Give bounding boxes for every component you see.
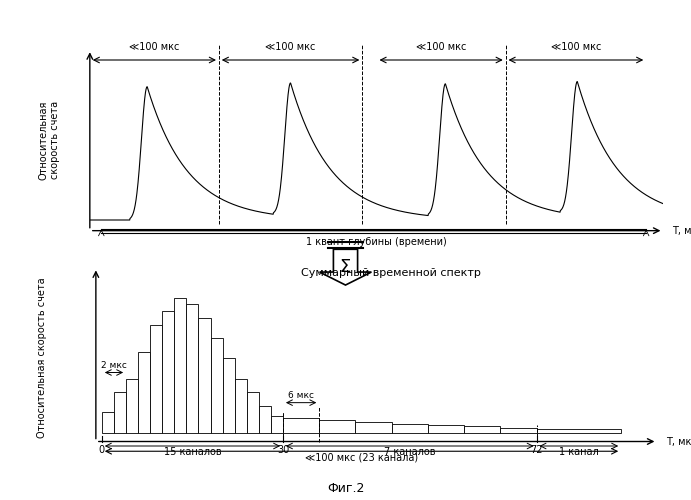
Text: T, мкс: T, мкс [672, 226, 691, 235]
Bar [211, 338, 223, 432]
Text: Относительная скорость счета: Относительная скорость счета [37, 277, 46, 438]
Bar [138, 352, 150, 432]
Bar [247, 392, 259, 432]
Text: ≪100 мкс: ≪100 мкс [265, 42, 316, 52]
Bar [162, 311, 174, 432]
Bar [392, 424, 428, 432]
Text: Суммарный временной спектр: Суммарный временной спектр [301, 268, 481, 278]
Bar [355, 422, 392, 432]
Text: 2 мкс: 2 мкс [101, 360, 127, 370]
Bar [187, 304, 198, 432]
Text: ≪100 мкс: ≪100 мкс [416, 42, 466, 52]
Bar [174, 298, 187, 432]
Text: 6 мкс: 6 мкс [288, 390, 314, 400]
Text: 1 канал: 1 канал [559, 447, 598, 457]
Bar [283, 418, 319, 432]
Text: 72: 72 [530, 445, 543, 455]
FancyArrow shape [319, 250, 371, 285]
Text: $\Sigma$: $\Sigma$ [339, 258, 352, 276]
Text: 1 квант глубины (времени): 1 квант глубины (времени) [306, 238, 447, 248]
Text: ≪100 мкс: ≪100 мкс [551, 42, 601, 52]
Bar [223, 358, 235, 432]
Text: 7 каналов: 7 каналов [384, 447, 435, 457]
Bar [259, 406, 271, 432]
Text: 15 каналов: 15 каналов [164, 447, 221, 457]
Text: Относительная
скорость счета: Относительная скорость счета [39, 100, 61, 180]
Bar [537, 429, 621, 432]
Bar [319, 420, 355, 432]
Text: Фиг.2: Фиг.2 [327, 482, 364, 495]
Bar [271, 416, 283, 432]
Text: 0: 0 [99, 445, 105, 455]
Text: ≪100 мкс (23 канала): ≪100 мкс (23 канала) [305, 453, 418, 463]
Text: ≪100 мкс: ≪100 мкс [129, 42, 180, 52]
Bar [464, 426, 500, 432]
Text: T, мкс: T, мкс [666, 436, 691, 446]
Bar [126, 378, 138, 432]
Bar [114, 392, 126, 432]
Bar [428, 425, 464, 432]
Text: 30: 30 [277, 445, 289, 455]
Bar [102, 412, 114, 432]
Bar [150, 324, 162, 432]
Bar [235, 378, 247, 432]
Bar [500, 428, 537, 432]
Bar [198, 318, 211, 432]
